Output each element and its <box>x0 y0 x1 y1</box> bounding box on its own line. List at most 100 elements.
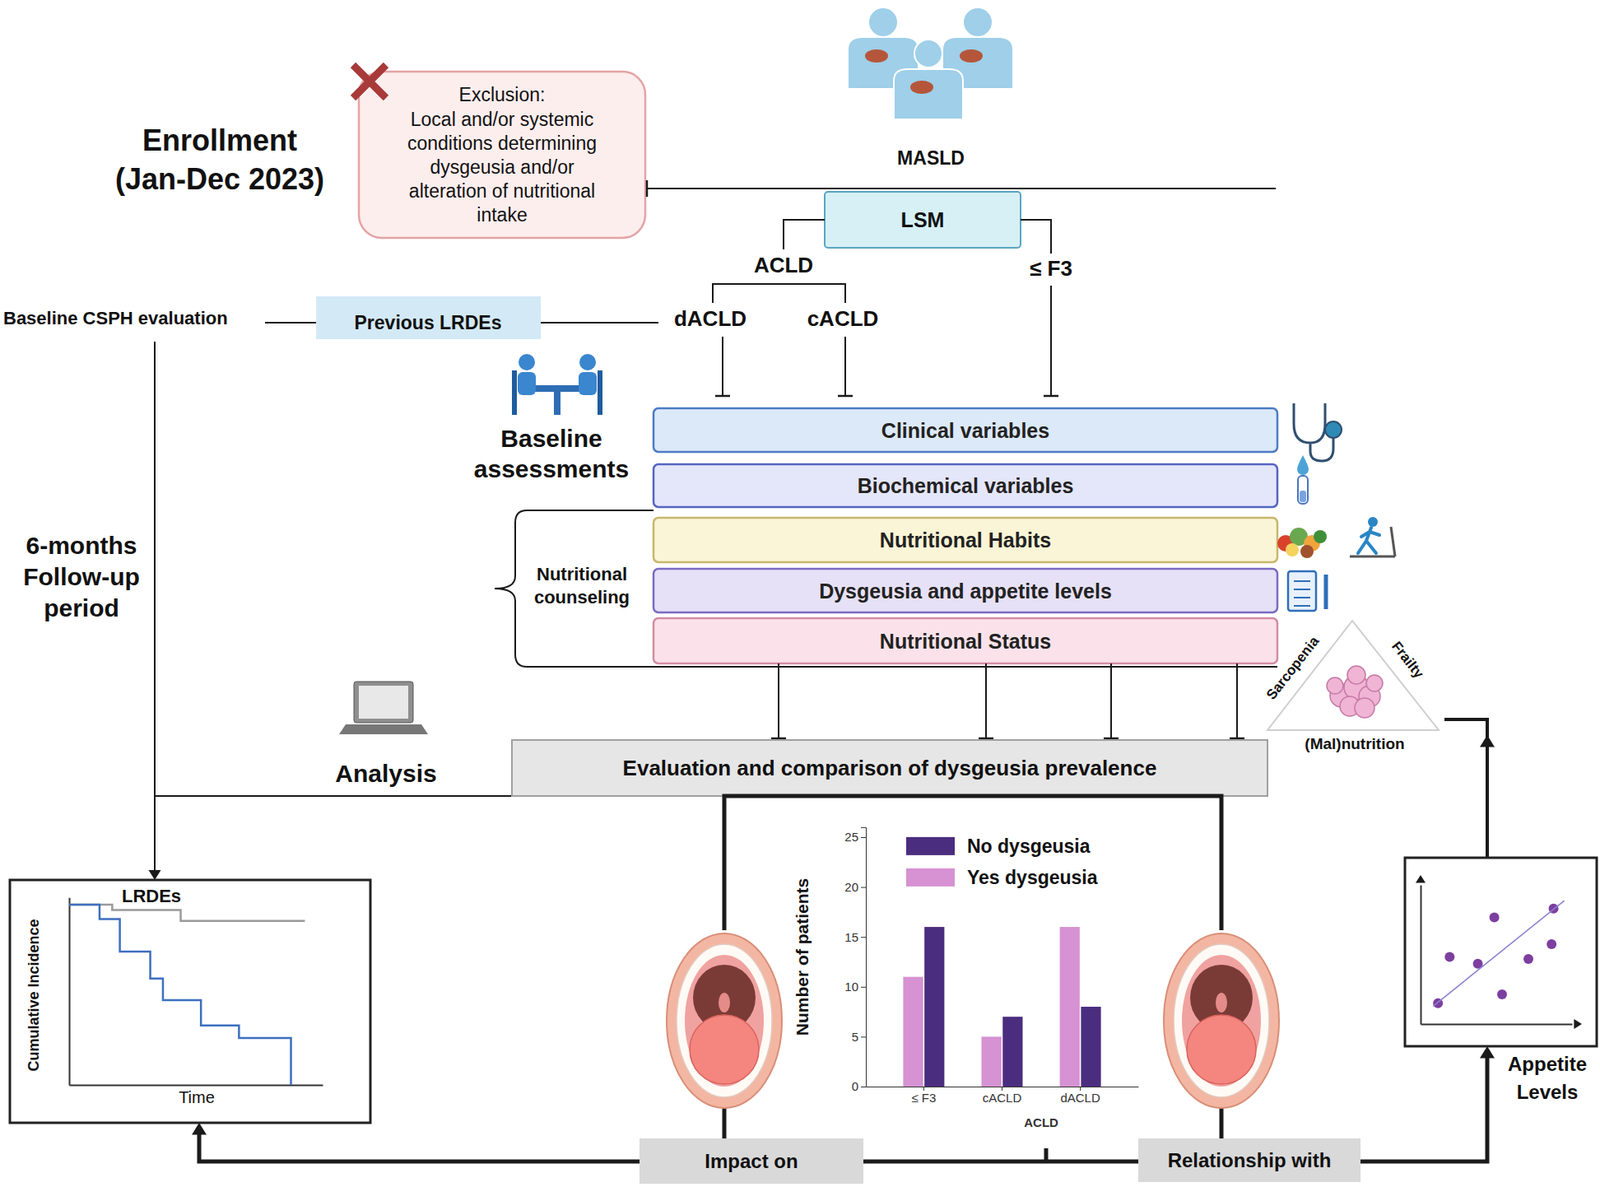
x-axis-line <box>69 1084 324 1087</box>
y-axis: 0 5 10 15 20 25 <box>844 827 866 1094</box>
y-tick-label: 20 <box>844 879 859 894</box>
clipboard-line <box>1293 596 1311 599</box>
connector <box>844 336 847 396</box>
connector <box>722 1106 727 1139</box>
x-tick: dACLD <box>1060 1086 1101 1105</box>
lsm-box <box>824 191 1021 248</box>
x-tick: ≤ F3 <box>911 1086 936 1105</box>
connector-end <box>771 737 787 740</box>
assessment-box <box>653 618 1278 664</box>
analysis-box-label: Evaluation and comparison of dysgeusia p… <box>623 755 1158 781</box>
enrollment-title: Enrollment <box>142 123 298 158</box>
bar <box>902 976 923 1087</box>
assessment-label: Dysgeusia and appetite levels <box>818 579 1112 603</box>
appetite-label: Levels <box>1516 1080 1579 1103</box>
table <box>533 385 582 392</box>
teeth <box>676 944 773 1098</box>
exclusion-line: intake <box>476 204 527 226</box>
y-tick: 15 <box>844 930 866 945</box>
connector <box>646 187 1276 190</box>
y-tick-label: 15 <box>844 930 859 945</box>
lips <box>666 933 782 1108</box>
bars <box>902 926 1101 1087</box>
x-tick: cACLD <box>982 1086 1023 1105</box>
connector-end <box>646 180 649 197</box>
liver <box>865 49 889 63</box>
y-tick-mark <box>860 986 866 988</box>
legend-swatch <box>906 837 955 856</box>
legend-label: Yes dysgeusia <box>967 866 1098 889</box>
scatter-point <box>1546 939 1557 949</box>
masld-label: MASLD <box>897 147 965 169</box>
km-curve <box>69 904 292 1085</box>
y-tick-mark <box>860 1086 866 1088</box>
km-box <box>9 879 371 1123</box>
assessment-box <box>653 568 1278 613</box>
connector <box>199 1134 640 1162</box>
follow-up-label: Follow-up <box>23 562 140 591</box>
triangle-bottom: (Mal)nutrition <box>1304 734 1405 753</box>
bar <box>924 926 945 1087</box>
runner-body <box>1358 527 1380 554</box>
y-tick-label: 5 <box>851 1029 859 1044</box>
relationship-label: Relationship with <box>1167 1148 1332 1172</box>
clipboard-line <box>1293 580 1311 582</box>
arrowhead <box>1415 874 1426 884</box>
legend-swatch <box>906 868 955 887</box>
lips <box>1163 933 1280 1108</box>
exclusion-title: Exclusion: <box>459 83 546 106</box>
dacld-label: dACLD <box>674 306 747 331</box>
connector-end <box>837 395 853 398</box>
assessment-box <box>653 464 1278 507</box>
connector <box>1219 1106 1224 1139</box>
bar <box>1002 1016 1023 1087</box>
connector <box>1360 1057 1488 1162</box>
y-axis <box>69 897 70 1086</box>
head <box>579 353 596 371</box>
brain-lobe <box>1366 674 1383 692</box>
arrowhead <box>148 869 162 880</box>
connector <box>863 1159 1139 1164</box>
connector <box>1444 719 1488 858</box>
x-axis-line <box>1421 1023 1573 1026</box>
treadmill <box>1349 526 1396 557</box>
scatter-point <box>1523 953 1534 964</box>
liver <box>959 49 983 63</box>
km-title: LRDEs <box>121 885 182 907</box>
appetite-label: Appetite <box>1507 1052 1587 1075</box>
y-tick-label: 25 <box>844 829 859 844</box>
y-tick-label: 10 <box>844 979 859 994</box>
analysis-box <box>511 739 1268 796</box>
gums <box>684 954 764 1087</box>
baseline-assessments-label: Baseline <box>500 424 602 452</box>
follow-up-label: period <box>43 594 120 622</box>
triangle-right: Frailty <box>1388 638 1428 682</box>
x-axis-title: ACLD <box>1023 1115 1059 1130</box>
y-axis-line <box>1420 885 1423 1025</box>
chair <box>597 370 603 415</box>
x-axis <box>1421 1023 1573 1025</box>
uvula <box>718 992 731 1013</box>
exclusion-x <box>353 65 387 98</box>
assessment-label: Nutritional Status <box>879 629 1052 653</box>
assessment-label: Nutritional Habits <box>879 528 1052 552</box>
tongue <box>1186 1014 1256 1084</box>
gums <box>1181 954 1261 1087</box>
laptop-display <box>358 685 409 719</box>
liver <box>910 80 934 94</box>
stethoscope-head <box>1325 421 1342 438</box>
assessment-box <box>653 517 1278 563</box>
clipboard <box>1288 571 1317 611</box>
bar <box>1060 926 1080 1087</box>
scatter-point <box>1489 912 1500 923</box>
triangle-left: Sarcopenia <box>1263 632 1323 703</box>
brain-lobe <box>1326 677 1344 694</box>
connector <box>1050 285 1052 396</box>
y-tick: 0 <box>851 1079 866 1094</box>
connector <box>1044 1148 1049 1162</box>
diagram: Enrollment(Jan-Dec 2023)Exclusion:Local … <box>0 0 1600 1187</box>
connector <box>721 336 724 396</box>
tongue <box>689 1014 759 1084</box>
meeting-icon <box>511 353 603 415</box>
arrowhead <box>191 1122 207 1135</box>
